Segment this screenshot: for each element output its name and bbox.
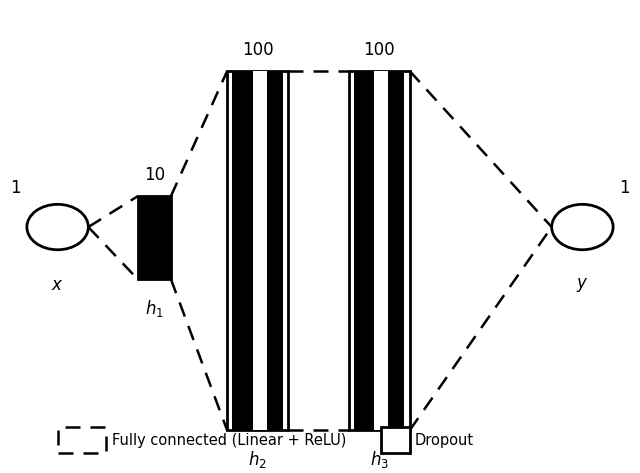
- Text: 1: 1: [620, 179, 630, 197]
- Text: Fully connected (Linear + ReLU): Fully connected (Linear + ReLU): [112, 433, 346, 448]
- Text: 10: 10: [143, 166, 165, 184]
- Bar: [138, 196, 171, 279]
- Text: 100: 100: [364, 41, 395, 59]
- Bar: [232, 71, 283, 430]
- Text: $y$: $y$: [576, 276, 589, 294]
- Text: 1: 1: [10, 179, 20, 197]
- Bar: [227, 71, 288, 430]
- Bar: [374, 71, 388, 430]
- Bar: [253, 71, 267, 430]
- Text: Dropout: Dropout: [415, 433, 474, 448]
- Text: $x$: $x$: [51, 276, 64, 294]
- Text: $h_3$: $h_3$: [370, 449, 388, 470]
- Bar: [349, 71, 410, 430]
- Text: $h_1$: $h_1$: [145, 298, 164, 319]
- Text: $h_2$: $h_2$: [248, 449, 267, 470]
- Bar: [381, 427, 410, 453]
- Bar: [354, 71, 404, 430]
- Text: 100: 100: [242, 41, 273, 59]
